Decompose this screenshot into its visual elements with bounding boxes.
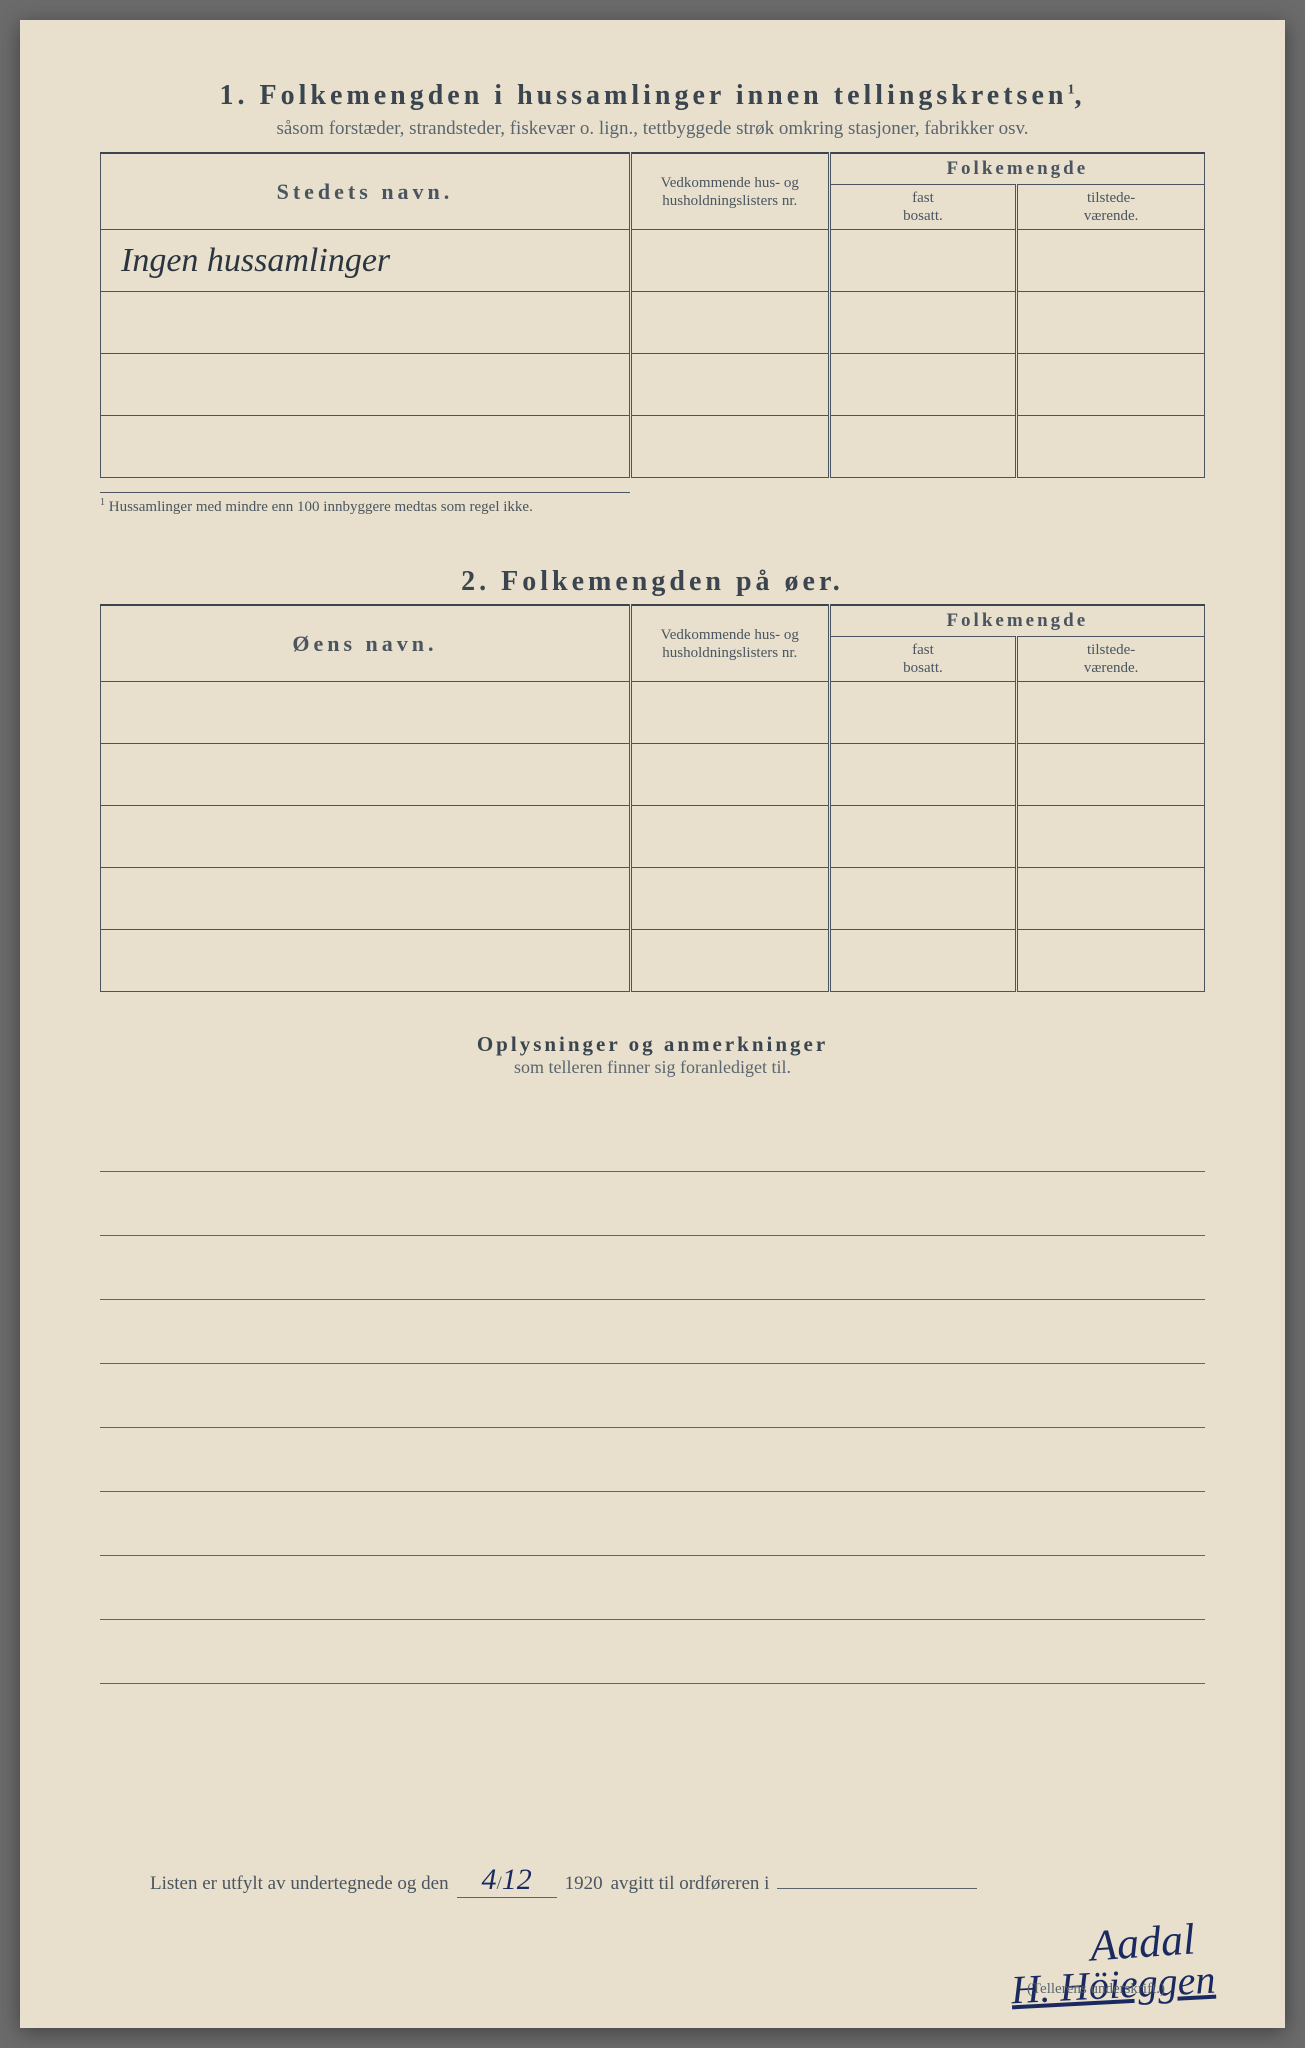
col-ref: Vedkommende hus- og husholdningslisters … bbox=[630, 153, 829, 230]
blank-line bbox=[100, 1172, 1205, 1236]
table-row bbox=[101, 868, 1205, 930]
col-oens-navn: Øens navn. bbox=[101, 605, 631, 682]
blank-line bbox=[100, 1364, 1205, 1428]
row-name-cell: Ingen hussamlinger bbox=[101, 230, 631, 292]
blank-line bbox=[100, 1108, 1205, 1172]
sig-mid: avgitt til ordføreren i bbox=[611, 1873, 770, 1895]
section1-title-sup: 1 bbox=[1067, 83, 1074, 98]
census-form-page: 1. Folkemengden i hussamlinger innen tel… bbox=[20, 20, 1285, 2028]
footnote-mark: 1 bbox=[100, 497, 105, 508]
col-fast: fast bosatt. bbox=[829, 185, 1017, 230]
row-ref-cell bbox=[630, 230, 829, 292]
handwritten-entry: Ingen hussamlinger bbox=[121, 242, 390, 279]
blank-line bbox=[100, 1492, 1205, 1556]
table-row: Ingen hussamlinger bbox=[101, 230, 1205, 292]
col-tilstede: tilstede- værende. bbox=[1017, 185, 1205, 230]
footnote-text: Hussamlinger med mindre enn 100 innbygge… bbox=[109, 499, 533, 515]
section1-footnote: 1 Hussamlinger med mindre enn 100 innbyg… bbox=[100, 492, 630, 516]
sig-year: 1920 bbox=[565, 1873, 603, 1895]
section1-title-text: Folkemengden i hussamlinger innen tellin… bbox=[260, 80, 1068, 111]
section2-title: 2. Folkemengden på øer. bbox=[100, 566, 1205, 598]
remarks-subtitle: som telleren finner sig foranlediget til… bbox=[100, 1057, 1205, 1078]
col-folkemengde: Folkemengde bbox=[829, 153, 1204, 185]
section1-title: 1. Folkemengden i hussamlinger innen tel… bbox=[100, 80, 1205, 112]
sig-date-num: 4 bbox=[481, 1863, 496, 1896]
col-fast2: fast bosatt. bbox=[829, 637, 1017, 682]
table-row bbox=[101, 930, 1205, 992]
table-row bbox=[101, 354, 1205, 416]
blank-line bbox=[100, 1300, 1205, 1364]
section1-subtitle: såsom forstæder, strandsteder, fiskevær … bbox=[100, 118, 1205, 140]
sig-place-blank bbox=[777, 1888, 977, 1889]
remarks-lines bbox=[100, 1108, 1205, 1684]
remarks-title: Oplysninger og anmerkninger bbox=[100, 1032, 1205, 1057]
sig-date-blank: 4/12 bbox=[457, 1863, 557, 1898]
signature-label: (Tellerens underskrift.) bbox=[1027, 1981, 1165, 1998]
blank-line bbox=[100, 1556, 1205, 1620]
blank-line bbox=[100, 1428, 1205, 1492]
col-folkemengde2: Folkemengde bbox=[829, 605, 1204, 637]
sig-date-den: 12 bbox=[502, 1863, 532, 1896]
row-fast-cell bbox=[829, 230, 1017, 292]
table-row bbox=[101, 292, 1205, 354]
section2-title-text: Folkemengden på øer. bbox=[501, 566, 844, 597]
section2-table: Øens navn. Vedkommende hus- og husholdni… bbox=[100, 604, 1205, 992]
table-row bbox=[101, 682, 1205, 744]
section2-number: 2. bbox=[461, 566, 490, 597]
blank-line bbox=[100, 1620, 1205, 1684]
row-til-cell bbox=[1017, 230, 1205, 292]
table-row bbox=[101, 806, 1205, 868]
col-ref2: Vedkommende hus- og husholdningslisters … bbox=[630, 605, 829, 682]
sig-prefix: Listen er utfylt av undertegnede og den bbox=[150, 1873, 449, 1895]
signature-line: Listen er utfylt av undertegnede og den … bbox=[150, 1863, 1185, 1898]
section1-table: Stedets navn. Vedkommende hus- og hushol… bbox=[100, 152, 1205, 478]
section1-number: 1. bbox=[220, 80, 249, 111]
blank-line bbox=[100, 1236, 1205, 1300]
col-stedets-navn: Stedets navn. bbox=[101, 153, 631, 230]
table-row bbox=[101, 744, 1205, 806]
col-tilstede2: tilstede- værende. bbox=[1017, 637, 1205, 682]
table-row bbox=[101, 416, 1205, 478]
